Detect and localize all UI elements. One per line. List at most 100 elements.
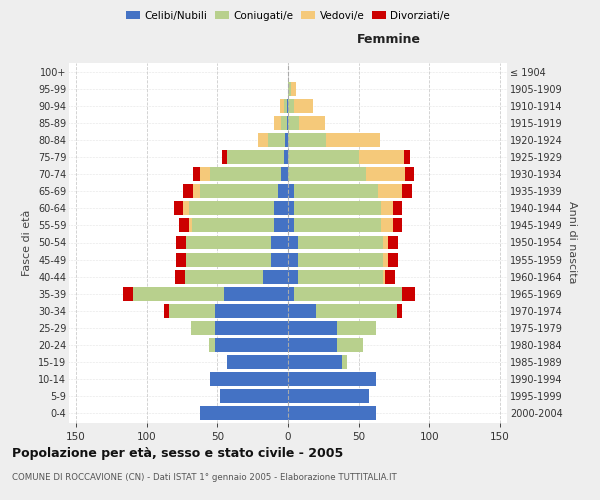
Bar (227, 150, 284, 164)
Bar (288, 82, 291, 96)
Bar (278, 184, 288, 198)
Bar (284, 150, 288, 164)
Bar (287, 99, 288, 113)
Bar (381, 202, 392, 215)
Bar (176, 252, 186, 266)
Bar (383, 236, 388, 250)
Bar (179, 218, 189, 232)
Bar (388, 236, 398, 250)
Bar (293, 218, 381, 232)
Bar (288, 321, 337, 335)
Bar (359, 150, 404, 164)
Bar (288, 406, 376, 420)
Bar (337, 321, 376, 335)
Bar (186, 236, 271, 250)
Bar (184, 184, 193, 198)
Legend: Celibi/Nubili, Coniugati/e, Vedovi/e, Divorziati/e: Celibi/Nubili, Coniugati/e, Vedovi/e, Di… (122, 6, 454, 25)
Bar (326, 133, 380, 147)
Bar (288, 133, 326, 147)
Bar (392, 202, 403, 215)
Text: Popolazione per età, sesso e stato civile - 2005: Popolazione per età, sesso e stato civil… (12, 448, 343, 460)
Bar (210, 168, 281, 181)
Bar (288, 338, 337, 352)
Bar (288, 99, 293, 113)
Bar (189, 202, 274, 215)
Bar (293, 202, 381, 215)
Bar (397, 304, 403, 318)
Bar (298, 270, 383, 283)
Bar (288, 218, 293, 232)
Bar (221, 150, 227, 164)
Text: COMUNE DI ROCCAVIONE (CN) - Dati ISTAT 1° gennaio 2005 - Elaborazione TUTTITALIA: COMUNE DI ROCCAVIONE (CN) - Dati ISTAT 1… (12, 472, 397, 482)
Bar (298, 236, 383, 250)
Bar (293, 286, 403, 300)
Bar (288, 372, 376, 386)
Bar (404, 150, 410, 164)
Bar (383, 252, 388, 266)
Bar (133, 286, 224, 300)
Bar (293, 99, 313, 113)
Bar (288, 168, 366, 181)
Bar (200, 406, 288, 420)
Bar (215, 304, 288, 318)
Bar (259, 133, 268, 147)
Bar (274, 218, 288, 232)
Bar (215, 321, 288, 335)
Bar (288, 184, 293, 198)
Bar (293, 184, 379, 198)
Bar (274, 116, 281, 130)
Bar (215, 338, 288, 352)
Bar (209, 338, 215, 352)
Bar (392, 218, 403, 232)
Bar (285, 133, 288, 147)
Bar (268, 133, 285, 147)
Bar (291, 82, 296, 96)
Bar (288, 355, 341, 369)
Bar (288, 270, 298, 283)
Bar (403, 286, 415, 300)
Bar (288, 150, 359, 164)
Bar (193, 184, 200, 198)
Bar (224, 286, 288, 300)
Bar (298, 252, 383, 266)
Bar (189, 218, 192, 232)
Bar (403, 184, 412, 198)
Bar (271, 236, 288, 250)
Bar (383, 270, 385, 283)
Bar (341, 355, 347, 369)
Bar (379, 184, 403, 198)
Bar (388, 252, 398, 266)
Text: Femmine: Femmine (357, 34, 421, 46)
Bar (191, 321, 215, 335)
Bar (281, 168, 288, 181)
Bar (227, 355, 288, 369)
Y-axis label: Anni di nascita: Anni di nascita (566, 201, 577, 284)
Bar (288, 202, 293, 215)
Bar (288, 286, 293, 300)
Bar (366, 168, 405, 181)
Bar (271, 252, 288, 266)
Bar (381, 218, 392, 232)
Bar (184, 202, 189, 215)
Bar (122, 286, 133, 300)
Bar (186, 252, 271, 266)
Bar (337, 338, 363, 352)
Bar (220, 389, 288, 403)
Bar (288, 389, 368, 403)
Bar (164, 304, 169, 318)
Bar (192, 218, 274, 232)
Bar (405, 168, 414, 181)
Bar (288, 116, 299, 130)
Bar (284, 99, 287, 113)
Bar (385, 270, 395, 283)
Bar (288, 236, 298, 250)
Bar (185, 270, 263, 283)
Y-axis label: Fasce di età: Fasce di età (22, 210, 32, 276)
Bar (287, 116, 288, 130)
Bar (169, 304, 215, 318)
Bar (193, 168, 200, 181)
Bar (175, 270, 185, 283)
Bar (176, 236, 186, 250)
Bar (210, 372, 288, 386)
Bar (316, 304, 397, 318)
